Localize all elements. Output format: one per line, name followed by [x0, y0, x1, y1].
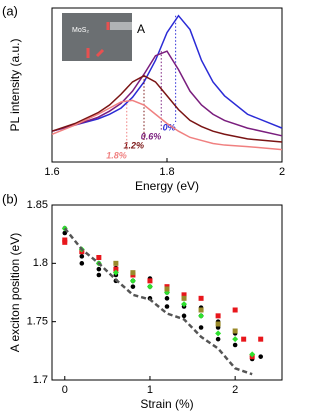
point — [113, 260, 119, 266]
trend-line — [63, 227, 253, 376]
series-label: 1.2% — [123, 140, 144, 150]
x-tick-label: 2 — [232, 384, 238, 396]
panel-label: (b) — [2, 191, 18, 206]
point — [249, 351, 256, 358]
point — [147, 278, 153, 284]
point — [164, 304, 170, 309]
inset-feature — [110, 22, 132, 30]
point — [232, 336, 239, 343]
point — [146, 283, 153, 290]
point — [198, 307, 204, 313]
x-tick-label: 1 — [147, 384, 153, 396]
point — [79, 261, 85, 266]
spectrum-line — [51, 50, 283, 137]
point — [79, 254, 85, 259]
point — [113, 266, 119, 272]
inset-arrows — [86, 22, 110, 58]
point — [258, 336, 264, 342]
point — [164, 296, 170, 301]
panel-label: (a) — [2, 3, 18, 18]
x-tick-label: 1.6 — [44, 166, 59, 178]
y-tick-label: 1.8 — [33, 257, 48, 269]
y-axis-label: A exciton position (eV) — [8, 233, 22, 352]
spectrum-line — [51, 74, 283, 143]
y-tick-label: 1.7 — [33, 374, 48, 386]
x-axis-label: Energy (eV) — [135, 179, 199, 193]
point — [215, 321, 221, 327]
point — [232, 328, 238, 334]
spectrum-line — [51, 99, 283, 151]
plot-frame — [51, 204, 283, 381]
point — [198, 312, 205, 319]
spectrum-line — [51, 14, 283, 132]
x-tick-label: 0 — [62, 384, 68, 396]
point — [241, 336, 247, 342]
series-label: 1.8% — [106, 150, 127, 160]
point — [198, 295, 204, 301]
x-tick-label: 1.8 — [159, 166, 174, 178]
figure: 1.6 1.8 2 Energy (eV) PL intensity (a.u.) (a)… — [2, 3, 285, 411]
point — [215, 336, 221, 342]
point — [232, 307, 238, 313]
series-label: 0% — [163, 122, 176, 132]
point — [130, 284, 136, 289]
x-axis-label: Strain (%) — [140, 397, 193, 411]
point — [215, 330, 222, 337]
y-tick-label: 1.85 — [27, 199, 48, 211]
point — [181, 292, 187, 298]
point — [96, 266, 102, 272]
point — [181, 295, 187, 301]
annotation: A — [137, 22, 145, 36]
y-tick-label: 1.75 — [27, 316, 48, 328]
point — [215, 313, 221, 319]
point — [96, 272, 102, 278]
x-tick-label: 2 — [279, 166, 285, 178]
series-label: 0.6% — [141, 131, 162, 141]
point — [112, 269, 119, 276]
point — [181, 301, 188, 308]
point — [181, 313, 187, 319]
point — [96, 255, 102, 260]
point — [130, 270, 136, 276]
point — [258, 354, 264, 359]
point — [232, 342, 238, 348]
y-axis-label: PL intensity (a.u.) — [8, 39, 22, 132]
point — [129, 277, 136, 284]
inset-image — [62, 13, 132, 61]
point — [62, 230, 68, 236]
point — [198, 325, 204, 330]
point — [164, 286, 170, 292]
inset-label: MoS₂ — [72, 27, 89, 34]
point — [62, 237, 68, 243]
